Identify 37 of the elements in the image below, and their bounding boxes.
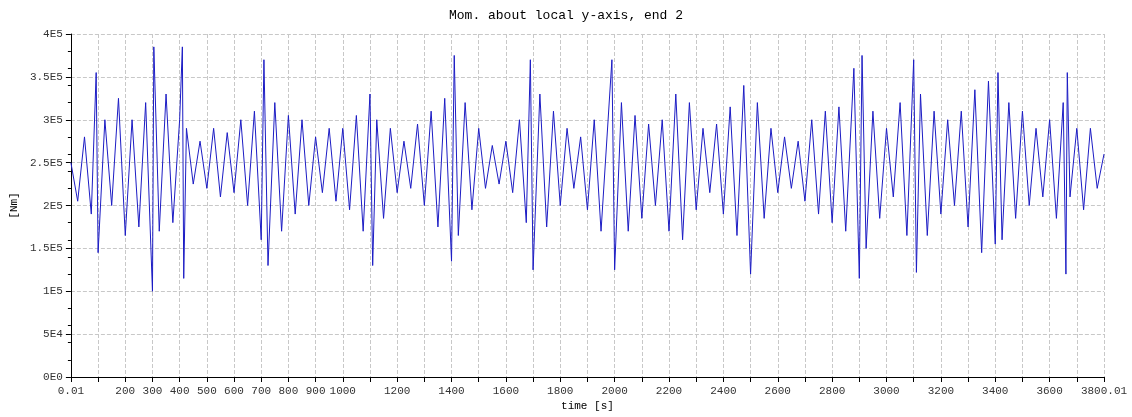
x-tick-label: 800 — [278, 384, 299, 397]
x-tick-label: 900 — [305, 384, 326, 397]
chart-title: Mom. about local y-axis, end 2 — [448, 8, 684, 23]
y-tick-label: 1E5 — [43, 285, 63, 298]
y-tick-label: 2.5E5 — [29, 156, 63, 169]
y-tick-label: 4E5 — [43, 28, 63, 40]
x-tick-label: 2400 — [710, 384, 737, 397]
x-tick-label: 300 — [142, 384, 163, 397]
x-tick-label: 0.01 — [57, 384, 85, 397]
x-tick-label: 2600 — [764, 384, 791, 397]
x-tick-label: 2800 — [818, 384, 846, 397]
x-tick-label: 1600 — [492, 384, 520, 397]
x-tick-label: 3400 — [982, 384, 1009, 397]
x-axis-title: time [s] — [561, 400, 614, 413]
x-tick-label: 200 — [115, 384, 136, 397]
x-tick-label: 3000 — [873, 384, 900, 397]
y-tick-label: 3.5E5 — [29, 70, 63, 83]
x-tick-label: 3600 — [1036, 384, 1063, 397]
x-tick-label: 1200 — [383, 384, 411, 397]
x-tick-label: 1400 — [438, 384, 465, 397]
x-tick-label: 1800 — [547, 384, 574, 397]
y-tick-label: 5E4 — [43, 328, 64, 341]
y-tick-label: 1.5E5 — [29, 242, 63, 255]
x-tick-label: 1000 — [329, 384, 356, 397]
line-series — [70, 46, 1105, 292]
x-tick-label: 600 — [224, 384, 244, 397]
x-tick-label: 500 — [196, 384, 217, 397]
y-axis-title: [Nm] — [7, 192, 20, 219]
x-tick-label: 3200 — [927, 384, 955, 397]
x-tick-label: 400 — [169, 384, 190, 397]
y-tick-label: 0E0 — [43, 371, 63, 383]
x-tick-label: 2000 — [601, 384, 628, 397]
x-tick-label: 700 — [251, 384, 272, 397]
x-tick-label: 2200 — [655, 384, 683, 397]
x-tick-label: 3800.01 — [1080, 384, 1128, 397]
y-tick-label: 2E5 — [43, 199, 63, 212]
y-tick-label: 3E5 — [43, 113, 63, 126]
